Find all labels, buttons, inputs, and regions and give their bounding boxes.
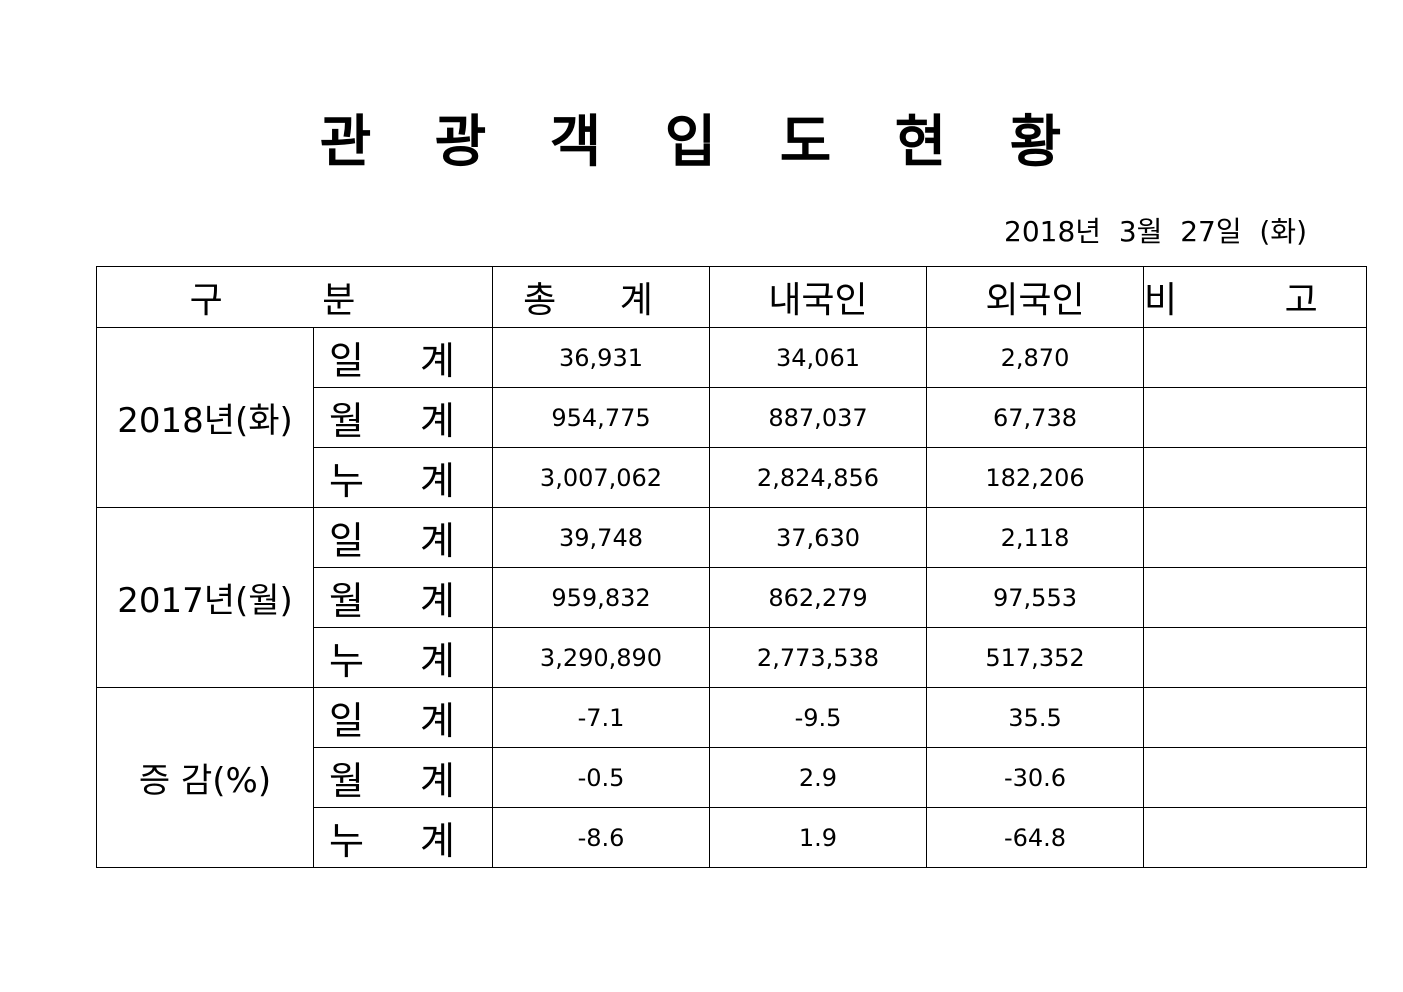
note-cell bbox=[1143, 807, 1367, 868]
group-label-2017: 2017년(월) bbox=[96, 507, 314, 688]
table-row: 월 계 -0.5 2.9 -30.6 bbox=[97, 747, 1367, 808]
table-row: 누 계 3,290,890 2,773,538 517,352 bbox=[97, 627, 1367, 688]
row-label: 월 계 bbox=[313, 747, 493, 808]
group-label-change: 증 감(%) bbox=[96, 687, 314, 868]
total-cell: 3,290,890 bbox=[492, 627, 710, 688]
table-row: 증 감(%) 일 계 -7.1 -9.5 35.5 bbox=[96, 687, 1367, 868]
note-cell bbox=[1143, 747, 1367, 808]
row-label: 일 계 bbox=[313, 687, 493, 748]
table-row: 2018년(화) 일 계 36,931 34,061 2,870 bbox=[96, 327, 1367, 508]
total-cell: -7.1 bbox=[492, 687, 710, 748]
header-total: 총 계 bbox=[492, 266, 710, 328]
foreign-cell: -30.6 bbox=[926, 747, 1144, 808]
domestic-cell: 862,279 bbox=[709, 567, 927, 628]
note-cell bbox=[1143, 507, 1367, 568]
table-header-row: 구 분 총 계 내국인 외국인 비 고 bbox=[96, 266, 1367, 328]
foreign-cell: 2,118 bbox=[926, 507, 1144, 568]
domestic-cell: 34,061 bbox=[709, 327, 927, 388]
foreign-cell: 517,352 bbox=[926, 627, 1144, 688]
row-label: 누 계 bbox=[313, 627, 493, 688]
note-cell bbox=[1143, 447, 1367, 508]
row-label: 누 계 bbox=[313, 447, 493, 508]
total-cell: -0.5 bbox=[492, 747, 710, 808]
domestic-cell: 37,630 bbox=[709, 507, 927, 568]
total-cell: 39,748 bbox=[492, 507, 710, 568]
table-row: 누 계 -8.6 1.9 -64.8 bbox=[97, 807, 1367, 868]
domestic-cell: 2,824,856 bbox=[709, 447, 927, 508]
foreign-cell: 97,553 bbox=[926, 567, 1144, 628]
foreign-cell: 2,870 bbox=[926, 327, 1144, 388]
domestic-cell: 2.9 bbox=[709, 747, 927, 808]
domestic-cell: -9.5 bbox=[709, 687, 927, 748]
row-label: 누 계 bbox=[313, 807, 493, 868]
total-cell: 954,775 bbox=[492, 387, 710, 448]
total-cell: -8.6 bbox=[492, 807, 710, 868]
header-category: 구 분 bbox=[96, 266, 493, 328]
table-row: 누 계 3,007,062 2,824,856 182,206 bbox=[97, 447, 1367, 508]
note-cell bbox=[1143, 567, 1367, 628]
header-domestic: 내국인 bbox=[709, 266, 927, 328]
domestic-cell: 887,037 bbox=[709, 387, 927, 448]
total-cell: 36,931 bbox=[492, 327, 710, 388]
note-cell bbox=[1143, 687, 1367, 748]
note-cell bbox=[1143, 627, 1367, 688]
domestic-cell: 1.9 bbox=[709, 807, 927, 868]
foreign-cell: 67,738 bbox=[926, 387, 1144, 448]
tourist-stats-table: 구 분 총 계 내국인 외국인 비 고 2018년(화) 일 계 36,931 … bbox=[96, 266, 1367, 868]
header-note: 비 고 bbox=[1143, 266, 1367, 328]
total-cell: 959,832 bbox=[492, 567, 710, 628]
table-row: 2017년(월) 일 계 39,748 37,630 2,118 bbox=[96, 507, 1367, 688]
row-label: 일 계 bbox=[313, 327, 493, 388]
header-foreign: 외국인 bbox=[926, 266, 1144, 328]
table-row: 월 계 959,832 862,279 97,553 bbox=[97, 567, 1367, 628]
note-cell bbox=[1143, 327, 1367, 388]
row-label: 일 계 bbox=[313, 507, 493, 568]
note-cell bbox=[1143, 387, 1367, 448]
row-label: 월 계 bbox=[313, 387, 493, 448]
foreign-cell: 182,206 bbox=[926, 447, 1144, 508]
group-label-2018: 2018년(화) bbox=[96, 327, 314, 508]
row-label: 월 계 bbox=[313, 567, 493, 628]
page-title: 관 광 객 입 도 현 황 bbox=[319, 110, 1084, 175]
domestic-cell: 2,773,538 bbox=[709, 627, 927, 688]
report-date: 2018년 3월 27일 (화) bbox=[1004, 215, 1307, 248]
total-cell: 3,007,062 bbox=[492, 447, 710, 508]
foreign-cell: 35.5 bbox=[926, 687, 1144, 748]
foreign-cell: -64.8 bbox=[926, 807, 1144, 868]
